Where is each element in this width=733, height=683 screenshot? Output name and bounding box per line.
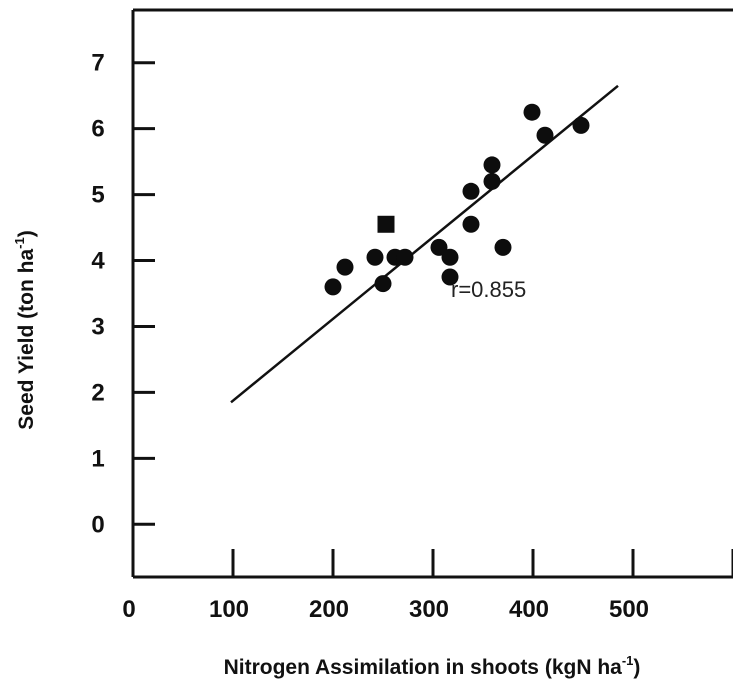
correlation-annotation: r=0.855 [451,277,526,302]
data-point [462,215,480,233]
data-point [494,238,512,256]
y-axis-label-sup: -1 [12,237,27,249]
fit-line-group [230,84,619,404]
data-point [430,238,448,256]
x-tick-label: 0 [122,596,135,623]
y-axis-label: Seed Yield (ton ha-1) [12,230,38,429]
x-tick-label: 200 [309,596,349,623]
data-point [336,258,354,276]
y-axis-label-tail: ) [15,230,38,237]
y-tick-label: 1 [91,445,104,472]
y-tick-label: 3 [91,313,104,340]
x-tick-label: 300 [409,596,449,623]
x-axis-label: Nitrogen Assimilation in shoots (kgN ha-… [224,653,641,679]
axes: 0 1 2 3 4 5 6 7 0 100 200 300 400 500 [91,8,733,623]
data-point [483,156,501,174]
data-point [483,172,501,190]
data-point [324,278,342,296]
data-point [366,248,384,266]
x-tick-label: 100 [209,596,249,623]
data-point [523,103,541,121]
y-tick-label: 2 [91,379,104,406]
data-point [536,126,554,144]
regression-line [230,84,619,404]
y-tick-label: 6 [91,116,104,143]
data-point [441,268,459,286]
x-axis-label-text: Nitrogen Assimilation in shoots (kgN ha [224,656,623,679]
x-axis-label-tail: ) [633,656,640,679]
data-point [441,248,459,266]
data-point-square [377,215,395,233]
data-point [396,248,414,266]
y-tick-label: 5 [91,182,104,209]
x-axis-label-sup: -1 [622,653,634,668]
x-tick-label: 500 [609,596,649,623]
data-point [462,182,480,200]
data-points [324,103,590,296]
data-point [572,116,590,134]
data-point [374,275,392,293]
y-tick-label: 7 [91,50,104,77]
y-tick-label: 0 [91,511,104,538]
y-tick-label: 4 [91,248,105,275]
y-axis-label-text: Seed Yield (ton ha [15,249,38,430]
x-tick-label: 400 [509,596,549,623]
